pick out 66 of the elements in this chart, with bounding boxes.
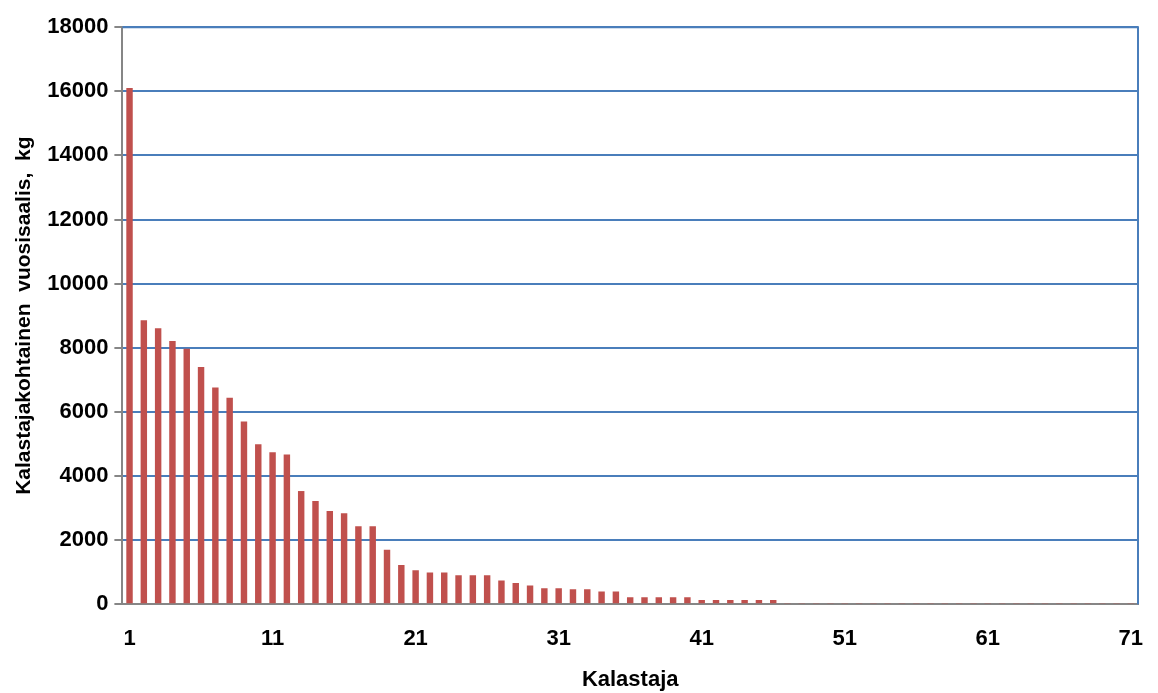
bar [741,600,748,604]
bar [398,565,405,604]
x-tick-label: 31 [546,625,571,651]
y-tick-label: 12000 [47,205,109,231]
bar [483,575,491,604]
bar [369,526,376,604]
x-tick-label: 51 [832,625,857,651]
bar [612,591,620,604]
bar [755,600,763,604]
bar [126,88,133,604]
bar [169,341,176,604]
y-tick-label: 18000 [47,13,109,39]
bar [727,600,734,604]
bar [297,491,305,604]
bar [526,585,534,604]
bar [226,397,233,604]
bar [512,583,519,604]
y-tick-label: 0 [96,590,109,616]
bar [426,572,434,604]
y-tick-label: 2000 [59,526,109,552]
bar [770,600,777,604]
bar [469,575,477,604]
bar [255,444,262,604]
bar [569,589,577,604]
bar [355,526,362,604]
bar [655,597,663,604]
y-tick-label: 4000 [59,462,109,488]
x-tick-label: 61 [975,625,1001,651]
bar [541,588,548,604]
bar [641,597,648,604]
bar [212,387,219,604]
bar [197,366,205,604]
y-tick-label: 6000 [59,397,109,423]
bar [584,589,591,604]
bar [698,600,705,604]
bar [598,591,605,604]
bar [626,597,634,604]
y-tick-label: 16000 [47,77,109,103]
bar [269,452,276,604]
y-tick-label: 10000 [47,269,109,295]
bar [340,513,348,604]
x-tick-label: 21 [403,625,428,651]
x-axis-title: Kalastaja [581,665,680,691]
bar [684,597,691,604]
bar [441,572,448,604]
x-tick-label: 1 [123,625,136,651]
y-tick-label: 14000 [47,141,109,167]
bar [498,580,505,604]
bar [326,510,334,604]
bar [455,575,462,604]
bar [383,549,391,604]
x-tick-label: 41 [689,625,714,651]
bar [555,588,562,604]
bar [140,320,148,604]
y-tick-label: 8000 [59,333,109,359]
y-axis-title: Kalastajakohtainen vuosisaalis, kg [11,136,35,495]
bar [183,348,190,604]
bar [240,421,248,604]
bar [412,570,419,604]
bar [283,454,291,604]
bar [154,328,162,604]
x-tick-label: 71 [1118,625,1144,651]
x-tick-label: 11 [260,625,285,651]
bar [312,500,319,604]
bar [712,600,720,604]
bar [669,597,677,604]
